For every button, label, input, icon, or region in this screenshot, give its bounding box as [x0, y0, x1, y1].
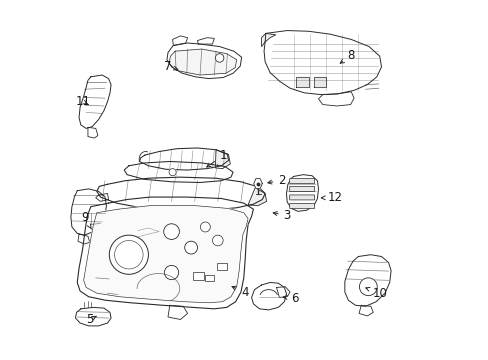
Polygon shape: [168, 305, 187, 319]
Polygon shape: [318, 92, 353, 106]
Polygon shape: [79, 75, 111, 129]
Circle shape: [215, 54, 224, 62]
Polygon shape: [215, 150, 230, 168]
Text: 3: 3: [273, 209, 290, 222]
Circle shape: [114, 240, 143, 269]
Polygon shape: [247, 188, 266, 206]
Polygon shape: [71, 189, 106, 235]
Circle shape: [200, 222, 210, 232]
Polygon shape: [88, 127, 98, 138]
Text: 11: 11: [75, 95, 90, 108]
Polygon shape: [276, 287, 289, 297]
Polygon shape: [344, 255, 390, 306]
Circle shape: [212, 235, 223, 246]
Circle shape: [184, 241, 197, 254]
Bar: [216, 262, 226, 270]
Polygon shape: [264, 31, 381, 95]
Polygon shape: [96, 194, 108, 201]
Polygon shape: [172, 36, 187, 45]
Polygon shape: [75, 307, 111, 326]
Circle shape: [164, 265, 178, 280]
Polygon shape: [139, 148, 228, 170]
Polygon shape: [166, 43, 241, 78]
Polygon shape: [78, 234, 89, 244]
Text: 2: 2: [267, 174, 285, 186]
Text: 6: 6: [283, 292, 298, 305]
Bar: [204, 275, 213, 282]
Polygon shape: [253, 179, 262, 189]
Polygon shape: [251, 283, 286, 310]
Circle shape: [359, 278, 376, 296]
Circle shape: [163, 224, 179, 239]
Polygon shape: [97, 177, 264, 210]
Polygon shape: [313, 77, 325, 87]
FancyBboxPatch shape: [289, 179, 314, 184]
Polygon shape: [286, 175, 318, 211]
FancyBboxPatch shape: [289, 195, 314, 200]
Text: 7: 7: [164, 60, 178, 73]
Polygon shape: [197, 38, 214, 44]
Text: 5: 5: [86, 313, 96, 326]
Polygon shape: [169, 49, 236, 75]
Text: 9: 9: [81, 211, 91, 229]
Text: 1: 1: [206, 149, 226, 167]
Text: 10: 10: [365, 287, 386, 300]
Text: 12: 12: [321, 192, 343, 204]
Polygon shape: [358, 305, 372, 316]
Polygon shape: [261, 33, 275, 46]
Bar: [192, 272, 204, 280]
Text: 8: 8: [340, 49, 354, 63]
Circle shape: [109, 235, 148, 274]
Text: 4: 4: [231, 285, 248, 299]
Polygon shape: [124, 162, 233, 183]
Polygon shape: [83, 206, 247, 303]
FancyBboxPatch shape: [289, 186, 314, 192]
FancyBboxPatch shape: [289, 203, 314, 208]
Polygon shape: [296, 77, 308, 87]
Circle shape: [169, 168, 176, 176]
Polygon shape: [77, 197, 253, 309]
